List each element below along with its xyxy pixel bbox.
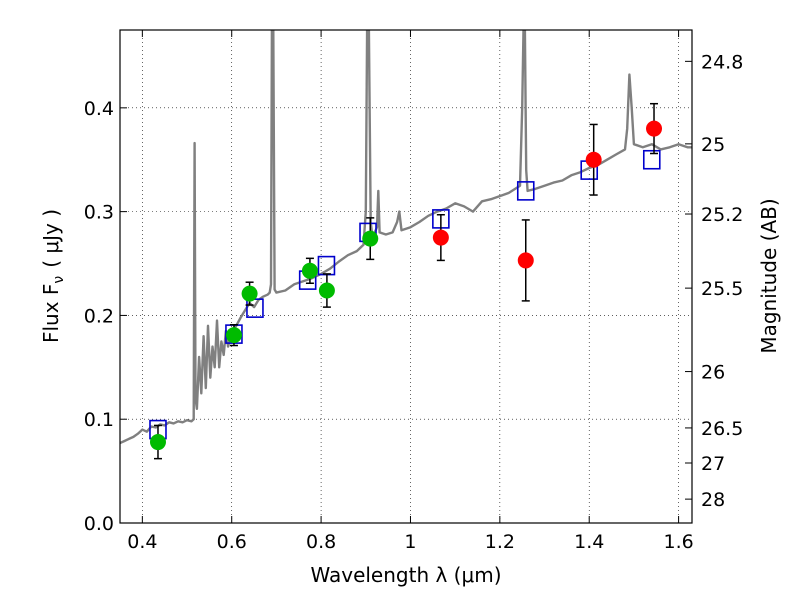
- x-tick-label: 1: [404, 531, 416, 553]
- plot-frame: [119, 29, 693, 524]
- y2-tick-label: 26: [701, 362, 725, 384]
- x-tick-label: 1.6: [663, 531, 693, 553]
- model-spectrum-line: [120, 30, 692, 445]
- observed-point-red: [585, 151, 602, 168]
- observed-point-green: [318, 282, 335, 299]
- y2-tick-label: 25.2: [701, 204, 743, 226]
- x-tick-label: 1.2: [485, 531, 515, 553]
- x-axis-label: Wavelength λ (μm): [310, 563, 501, 587]
- observed-point-red: [517, 252, 534, 269]
- y-tick-label: 0.0: [84, 513, 114, 535]
- y2-tick-label: 24.8: [701, 51, 743, 73]
- x-tick-label: 0.6: [217, 531, 247, 553]
- y-axis-label: Flux Fν ( μJy ): [39, 209, 67, 343]
- y-tick-label: 0.4: [84, 98, 114, 120]
- observed-point-green: [241, 285, 258, 302]
- x-tick-label: 1.4: [574, 531, 604, 553]
- observed-point-green: [149, 434, 166, 451]
- observed-point-red: [646, 120, 663, 137]
- y2-tick-label: 25.5: [701, 278, 743, 300]
- y2-tick-label: 25: [701, 134, 725, 156]
- y2-axis-label: Magnitude (AB): [757, 198, 781, 353]
- y2-tick-label: 26.5: [701, 418, 743, 440]
- x-tick-label: 0.8: [306, 531, 336, 553]
- observed-point-green: [362, 230, 379, 247]
- data-series: [120, 30, 692, 460]
- model-photometry-square: [642, 149, 661, 170]
- y-tick-label: 0.1: [84, 409, 114, 431]
- y-tick-label: 0.3: [84, 202, 114, 224]
- y-axis-label-subscript: ν: [51, 276, 67, 284]
- x-tick-label: 0.4: [127, 531, 157, 553]
- axis-ticks: 0.4 0.6 0.8 1 1.2 1.4 1.6 0.0 0.1 0.2 0.3 0.4 24.8 25…: [84, 30, 743, 553]
- observed-point-red: [432, 229, 449, 246]
- grid-lines: [120, 30, 692, 524]
- y-axis-label-unit: ( μJy ): [39, 209, 63, 268]
- y2-tick-label: 27: [701, 453, 725, 475]
- y2-tick-label: 28: [701, 489, 725, 511]
- model-photometry-square: [516, 181, 535, 201]
- observed-point-green: [225, 327, 242, 344]
- y-axis-label-main: Flux F: [39, 284, 63, 343]
- y-tick-label: 0.2: [84, 305, 114, 327]
- observed-point-green: [301, 262, 318, 279]
